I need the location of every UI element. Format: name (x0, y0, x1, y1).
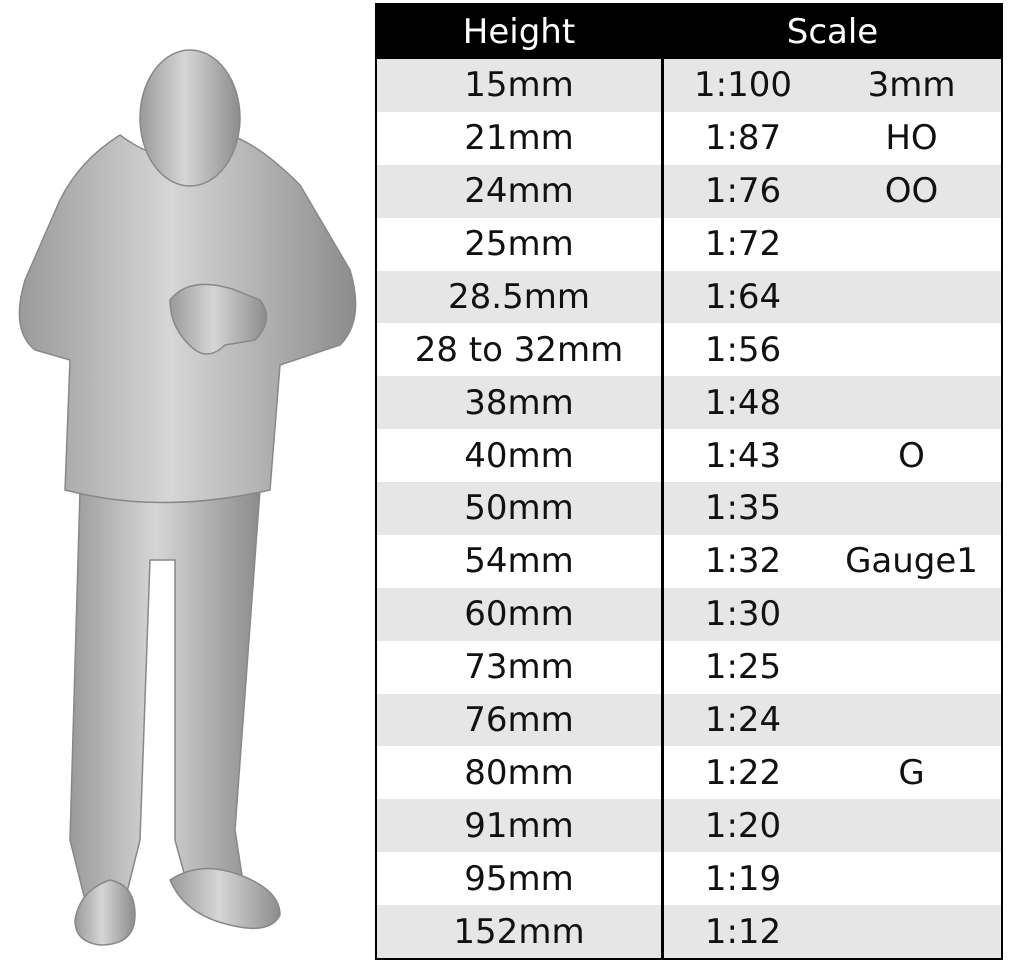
table-row: 73mm 1:25 (377, 640, 1001, 694)
height-cell: 15mm (464, 65, 574, 106)
ratio-cell: 1:43 (704, 435, 782, 476)
gauge-cell: Gauge1 (845, 541, 978, 582)
height-cell: 152mm (453, 911, 585, 952)
height-cell: 60mm (464, 594, 574, 635)
table-row: 25mm 1:72 (377, 217, 1001, 271)
ratio-cell: 1:12 (704, 911, 782, 952)
ratio-cell: 1:100 (694, 65, 792, 106)
table-row: 54mm 1:32 Gauge1 (377, 534, 1001, 588)
ratio-cell: 1:19 (704, 858, 782, 899)
height-cell: 54mm (464, 541, 574, 582)
height-cell: 73mm (464, 647, 574, 688)
gauge-cell: 3mm (867, 65, 956, 106)
ratio-cell: 1:20 (704, 805, 782, 846)
ratio-cell: 1:48 (704, 382, 782, 423)
height-cell: 38mm (464, 382, 574, 423)
gauge-cell: OO (884, 171, 939, 212)
scale-table: Height Scale 15mm 1:100 3mm 21mm 1:87 HO 24mm 1:7… (375, 3, 1003, 960)
gauge-cell: O (898, 435, 925, 476)
height-cell: 80mm (464, 752, 574, 793)
table-row: 95mm 1:19 (377, 852, 1001, 906)
table-row: 21mm 1:87 HO (377, 111, 1001, 165)
ratio-cell: 1:30 (704, 594, 782, 635)
header-cell: Scale (664, 5, 1001, 59)
height-cell: 24mm (464, 171, 574, 212)
ratio-cell: 1:76 (704, 171, 782, 212)
header-cell: Height (377, 5, 661, 59)
table-row: 91mm 1:20 (377, 799, 1001, 853)
height-cell: 91mm (464, 805, 574, 846)
table-row: 50mm 1:35 (377, 482, 1001, 535)
header-row: Height Scale (377, 5, 1001, 59)
table-row: 38mm 1:48 (377, 376, 1001, 430)
table-row: 28 to 32mm 1:56 (377, 323, 1001, 377)
column-divider (661, 5, 664, 958)
height-cell: 21mm (464, 118, 574, 159)
ratio-cell: 1:64 (704, 276, 782, 317)
table-row: 28.5mm 1:64 (377, 270, 1001, 324)
table-row: 15mm 1:100 3mm (377, 59, 1001, 112)
table-row: 76mm 1:24 (377, 693, 1001, 747)
figure-illustration (18, 49, 357, 946)
height-cell: 28 to 32mm (414, 329, 624, 370)
gauge-cell: G (898, 752, 925, 793)
height-cell: 50mm (464, 488, 574, 529)
table-row: 60mm 1:30 (377, 587, 1001, 641)
height-cell: 95mm (464, 858, 574, 899)
ratio-cell: 1:87 (704, 118, 782, 159)
height-cell: 76mm (464, 700, 574, 741)
ratio-cell: 1:35 (704, 488, 782, 529)
table-row: 24mm 1:76 OO (377, 164, 1001, 218)
ratio-cell: 1:32 (704, 541, 782, 582)
ratio-cell: 1:72 (704, 224, 782, 265)
table-row: 40mm 1:43 O (377, 429, 1001, 483)
table-row: 80mm 1:22 G (377, 746, 1001, 800)
ratio-cell: 1:25 (704, 647, 782, 688)
height-cell: 40mm (464, 435, 574, 476)
table-row: 152mm 1:12 (377, 905, 1001, 958)
height-cell: 28.5mm (448, 276, 590, 317)
ratio-cell: 1:24 (704, 700, 782, 741)
ratio-cell: 1:56 (704, 329, 782, 370)
ratio-cell: 1:22 (704, 752, 782, 793)
gauge-cell: HO (885, 118, 938, 159)
height-cell: 25mm (464, 224, 574, 265)
